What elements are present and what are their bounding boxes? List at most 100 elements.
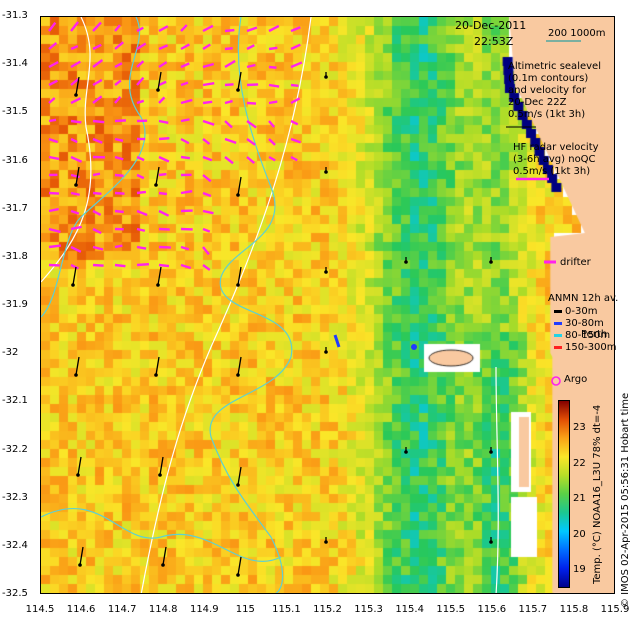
hf-velocity-arrow: [114, 119, 127, 123]
legend-line: HF radar velocity: [513, 142, 599, 153]
hf-velocity-arrow: [48, 21, 57, 32]
hf-velocity-arrow: [224, 156, 234, 165]
hf-velocity-arrow: [158, 25, 169, 33]
hf-velocity-arrow: [268, 120, 276, 128]
hf-velocity-arrow: [136, 209, 148, 217]
altimetry-velocity-arrow: [237, 556, 242, 576]
hf-velocity-arrow: [180, 24, 188, 32]
hf-velocity-arrow: [268, 83, 280, 88]
hf-velocity-arrow: [202, 227, 211, 233]
hf-velocity-arrow: [114, 41, 125, 50]
legend-line: (0.1m contours): [508, 73, 589, 84]
x-tick-label: 114.8: [148, 604, 178, 615]
hf-velocity-arrow: [92, 95, 103, 104]
colorbar-label: Temp. (°C) NOAA16_L3U 78% dt=-4: [592, 404, 603, 584]
hf-velocity-arrow: [114, 95, 122, 104]
hf-velocity-arrow: [114, 155, 124, 161]
hf-velocity-arrow: [136, 26, 144, 33]
hf-velocity-arrow: [92, 263, 104, 267]
legend-line: 0.5m/s (1kt 3h): [513, 166, 591, 177]
hf-velocity-arrow: [92, 78, 103, 87]
hf-velocity-arrow: [158, 209, 170, 217]
altimetry-arrow-head: [404, 260, 408, 264]
altimetry-velocity-arrow: [75, 76, 80, 96]
y-tick-label: -31.6: [2, 154, 28, 166]
anmn-title: ANMN 12h av.: [548, 293, 619, 304]
altimetry-velocity-arrow: [155, 166, 160, 186]
hf-velocity-arrow: [70, 245, 82, 253]
altimetry-velocity-arrow: [159, 456, 164, 476]
legend-line: 0.5m/s (1kt 3h): [508, 109, 586, 120]
hf-velocity-arrow: [290, 61, 303, 69]
altimetry-velocity-arrow: [237, 356, 242, 376]
hf-velocity-arrow: [70, 45, 79, 51]
sst-raster: [41, 17, 614, 593]
hf-velocity-arrow: [114, 244, 123, 249]
hf-velocity-arrow: [92, 227, 102, 235]
altimetry-arrow-head: [74, 183, 78, 187]
anmn-mooring-arrow: [411, 344, 417, 350]
hf-velocity-arrow: [136, 173, 145, 180]
x-tick-label: 115.7: [518, 604, 548, 615]
hf-velocity-arrow: [70, 60, 81, 69]
hf-velocity-arrow: [202, 119, 215, 126]
hf-velocity-arrow: [180, 189, 193, 195]
altimetry-arrow-head: [78, 563, 82, 567]
x-tick-label: 114.6: [66, 604, 96, 615]
hf-velocity-arrow: [224, 120, 233, 129]
legend-line: 20-Dec 22Z: [508, 97, 567, 108]
hf-velocity-arrow: [48, 97, 56, 104]
map-time: 22:53Z: [474, 35, 514, 48]
hf-velocity-arrow: [114, 263, 126, 268]
altimetry-arrow-head: [158, 473, 162, 477]
hf-velocity-arrow: [70, 225, 82, 231]
x-tick-label: 114.7: [107, 604, 137, 615]
hf-velocity-arrow: [268, 155, 276, 162]
contour-200m: [41, 507, 282, 563]
colorbar-tick-label: 21: [573, 493, 586, 505]
altimetry-velocity-arrow: [157, 266, 162, 286]
hf-velocity-arrow: [70, 21, 80, 32]
hf-velocity-arrow: [136, 262, 149, 267]
contour-200m: [41, 17, 146, 318]
hf-velocity-arrow: [268, 138, 276, 146]
anmn-swatch: [554, 333, 562, 337]
hf-velocity-arrow: [158, 227, 170, 231]
y-tick-label: -31.8: [2, 250, 28, 262]
altimetry-velocity-arrow: [75, 356, 80, 376]
altimetry-velocity-arrow: [79, 546, 84, 566]
hf-velocity-arrow: [114, 24, 121, 32]
x-tick-label: 114.5: [25, 604, 55, 615]
hf-velocity-arrow: [180, 155, 191, 160]
hf-velocity-arrow: [202, 81, 215, 87]
hf-velocity-arrow: [246, 83, 259, 87]
altimetry-arrow-head: [236, 193, 240, 197]
hf-velocity-arrow: [92, 43, 102, 51]
hf-velocity-arrow: [246, 63, 256, 69]
hf-velocity-arrow: [224, 99, 233, 105]
x-tick-label: 115.4: [395, 604, 424, 615]
hf-velocity-arrow: [92, 172, 101, 177]
hf-velocity-arrow: [92, 191, 102, 195]
hf-velocity-arrow: [114, 191, 125, 195]
hf-velocity-arrow: [180, 62, 190, 69]
drifter-label: drifter: [560, 257, 591, 268]
y-tick-label: -31.3: [2, 10, 28, 21]
altimetry-velocity-arrow: [237, 71, 242, 91]
y-tick-label: -31.4: [2, 58, 28, 70]
hf-velocity-arrow: [114, 137, 124, 143]
hf-velocity-arrow: [202, 43, 211, 51]
hf-velocity-arrow: [70, 209, 80, 215]
legend-line: Altimetric sealevel: [508, 61, 601, 72]
hf-velocity-arrow: [48, 191, 60, 195]
anmn-legend-item: 80-150m: [554, 330, 610, 341]
hf-velocity-arrow: [48, 155, 60, 161]
hf-velocity-arrow: [136, 99, 145, 105]
hf-velocity-arrow: [158, 80, 167, 87]
anmn-legend-item: 30-80m: [554, 318, 604, 329]
hf-velocity-arrow: [92, 245, 104, 251]
x-tick-label: 115.6: [477, 604, 507, 615]
hf-velocity-arrow: [114, 209, 124, 214]
hf-velocity-arrow: [70, 119, 82, 124]
hf-velocity-arrow: [48, 42, 58, 50]
